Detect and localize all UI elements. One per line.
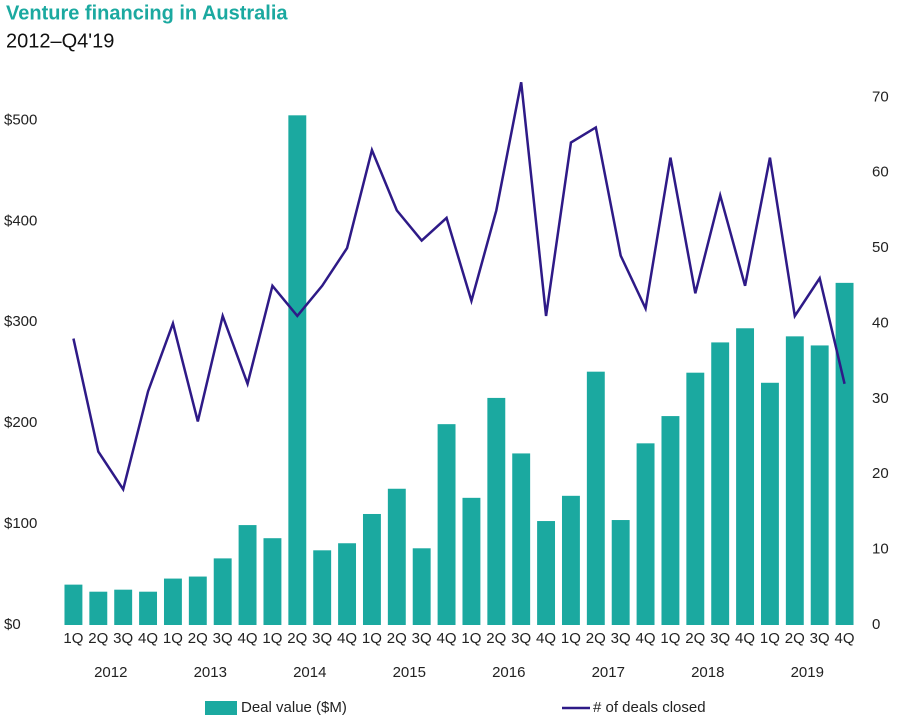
bar	[163, 578, 182, 625]
x-tick-label: 4Q	[536, 630, 556, 647]
y2-tick-label: 60	[872, 164, 889, 181]
bar	[686, 372, 705, 625]
y-tick-label: $200	[4, 414, 37, 431]
bar	[437, 424, 456, 625]
y2-tick-label: 0	[872, 616, 880, 633]
year-label: 2014	[293, 664, 326, 681]
bar	[785, 336, 804, 625]
year-label: 2015	[393, 664, 426, 681]
bar	[537, 521, 556, 625]
bar	[213, 558, 232, 625]
bar	[636, 443, 655, 625]
y-tick-label: $100	[4, 515, 37, 532]
legend-label: # of deals closed	[593, 699, 706, 716]
bar	[139, 591, 158, 625]
x-tick-label: 2Q	[586, 630, 606, 647]
bar	[462, 497, 481, 625]
x-tick-label: 3Q	[213, 630, 233, 647]
y-tick-label: $300	[4, 313, 37, 330]
x-tick-label: 1Q	[262, 630, 282, 647]
x-tick-label: 2Q	[188, 630, 208, 647]
x-tick-label: 1Q	[461, 630, 481, 647]
y-tick-label: $400	[4, 212, 37, 229]
x-tick-label: 2Q	[387, 630, 407, 647]
year-label: 2019	[791, 664, 824, 681]
x-tick-label: 2Q	[486, 630, 506, 647]
bar	[661, 416, 680, 625]
bar	[362, 513, 381, 625]
bar	[64, 584, 83, 625]
y2-tick-label: 50	[872, 239, 889, 256]
bar	[338, 543, 357, 625]
y2-tick-label: 40	[872, 314, 889, 331]
chart-title: Venture financing in Australia	[6, 2, 288, 24]
bar	[810, 345, 829, 625]
x-tick-label: 1Q	[362, 630, 382, 647]
x-tick-label: 3Q	[810, 630, 830, 647]
x-tick-label: 3Q	[113, 630, 133, 647]
x-tick-label: 4Q	[636, 630, 656, 647]
y-tick-label: $500	[4, 111, 37, 128]
bar	[561, 495, 580, 625]
x-tick-label: 3Q	[710, 630, 730, 647]
x-tick-label: 2Q	[88, 630, 108, 647]
y2-tick-label: 30	[872, 390, 889, 407]
bar	[188, 576, 207, 625]
legend-label: Deal value ($M)	[241, 699, 347, 716]
bar	[387, 488, 406, 625]
x-tick-label: 1Q	[660, 630, 680, 647]
year-label: 2016	[492, 664, 525, 681]
x-tick-label: 4Q	[138, 630, 158, 647]
year-label: 2012	[94, 664, 127, 681]
x-tick-label: 3Q	[412, 630, 432, 647]
x-tick-label: 1Q	[760, 630, 780, 647]
bar	[512, 453, 531, 625]
x-tick-label: 3Q	[312, 630, 332, 647]
bar	[487, 397, 506, 625]
bar	[89, 591, 108, 625]
year-label: 2018	[691, 664, 724, 681]
bar	[760, 382, 779, 625]
bar	[238, 525, 257, 625]
bar	[263, 538, 282, 625]
x-tick-label: 4Q	[735, 630, 755, 647]
year-label: 2013	[194, 664, 227, 681]
chart-subtitle: 2012–Q4'19	[6, 30, 114, 52]
y-tick-label: $0	[4, 616, 21, 633]
y2-tick-label: 20	[872, 465, 889, 482]
x-tick-label: 4Q	[437, 630, 457, 647]
y2-tick-label: 10	[872, 541, 889, 558]
x-tick-label: 4Q	[835, 630, 855, 647]
bar	[114, 589, 133, 625]
y2-tick-label: 70	[872, 88, 889, 105]
x-tick-label: 3Q	[511, 630, 531, 647]
bar	[736, 328, 755, 625]
bar	[711, 342, 730, 625]
x-tick-label: 2Q	[287, 630, 307, 647]
year-label: 2017	[592, 664, 625, 681]
x-tick-label: 1Q	[63, 630, 83, 647]
line	[72, 82, 846, 493]
bar	[586, 371, 605, 625]
x-tick-label: 2Q	[685, 630, 705, 647]
bar	[611, 520, 630, 625]
x-tick-label: 4Q	[337, 630, 357, 647]
x-tick-label: 4Q	[238, 630, 258, 647]
x-tick-label: 1Q	[561, 630, 581, 647]
x-tick-label: 2Q	[785, 630, 805, 647]
bar	[412, 548, 431, 625]
x-tick-label: 3Q	[611, 630, 631, 647]
bar	[288, 115, 307, 626]
x-tick-label: 1Q	[163, 630, 183, 647]
bar	[313, 550, 332, 625]
legend-swatch	[205, 701, 237, 715]
bar	[835, 282, 854, 625]
